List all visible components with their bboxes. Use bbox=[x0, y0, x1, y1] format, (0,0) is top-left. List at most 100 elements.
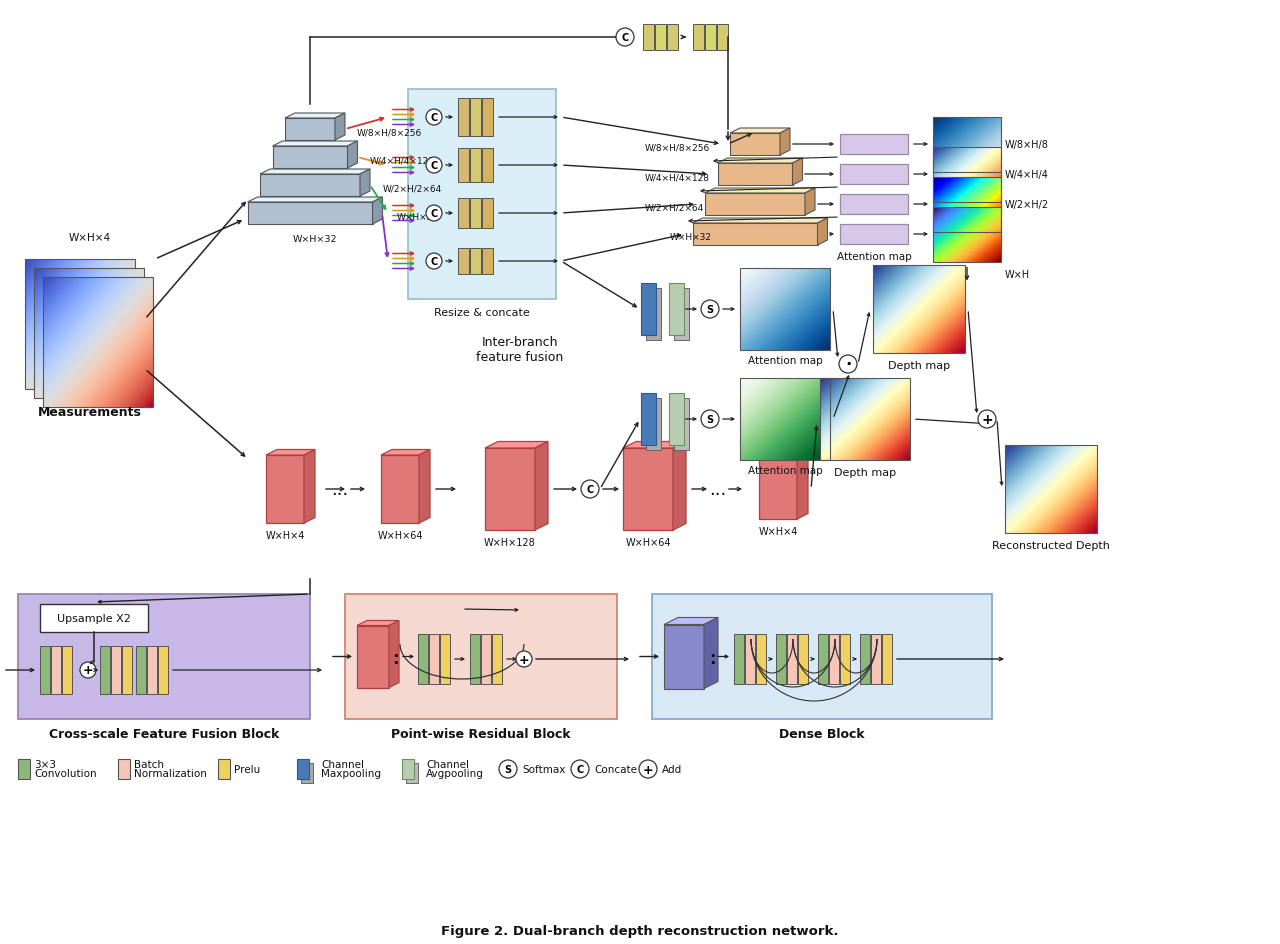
Text: W/8×H/8×256: W/8×H/8×256 bbox=[357, 128, 422, 138]
Text: Attention map: Attention map bbox=[837, 252, 911, 261]
FancyBboxPatch shape bbox=[756, 634, 765, 684]
Text: Add: Add bbox=[662, 765, 682, 774]
FancyBboxPatch shape bbox=[492, 634, 502, 684]
Polygon shape bbox=[623, 442, 686, 448]
FancyBboxPatch shape bbox=[458, 248, 468, 275]
Text: :: : bbox=[709, 649, 716, 667]
Text: W×H×32: W×H×32 bbox=[669, 233, 712, 243]
FancyBboxPatch shape bbox=[787, 634, 797, 684]
Circle shape bbox=[499, 760, 517, 778]
Circle shape bbox=[571, 760, 589, 778]
FancyBboxPatch shape bbox=[840, 194, 908, 215]
Circle shape bbox=[426, 254, 442, 270]
Polygon shape bbox=[305, 450, 315, 523]
FancyBboxPatch shape bbox=[483, 99, 493, 137]
Text: :: : bbox=[392, 649, 398, 667]
FancyBboxPatch shape bbox=[458, 199, 468, 228]
Polygon shape bbox=[285, 119, 335, 141]
Text: C: C bbox=[430, 209, 438, 219]
Text: Maxpooling: Maxpooling bbox=[321, 768, 381, 778]
Text: W×H×32: W×H×32 bbox=[397, 212, 439, 221]
FancyBboxPatch shape bbox=[470, 199, 481, 228]
FancyBboxPatch shape bbox=[776, 634, 786, 684]
Polygon shape bbox=[705, 189, 815, 194]
Polygon shape bbox=[419, 450, 430, 523]
Text: Measurements: Measurements bbox=[38, 405, 142, 418]
FancyBboxPatch shape bbox=[458, 99, 468, 137]
Polygon shape bbox=[705, 194, 805, 216]
Circle shape bbox=[701, 301, 719, 319]
Text: Attention map: Attention map bbox=[748, 356, 822, 365]
FancyBboxPatch shape bbox=[668, 394, 684, 446]
Polygon shape bbox=[260, 175, 360, 196]
FancyBboxPatch shape bbox=[745, 634, 755, 684]
Text: Resize & concate: Resize & concate bbox=[434, 308, 530, 318]
FancyBboxPatch shape bbox=[643, 25, 654, 51]
Polygon shape bbox=[704, 617, 718, 689]
Text: Depth map: Depth map bbox=[835, 467, 896, 478]
Polygon shape bbox=[692, 224, 818, 245]
FancyBboxPatch shape bbox=[470, 248, 481, 275]
Text: Reconstructed Depth: Reconstructed Depth bbox=[992, 540, 1110, 550]
Polygon shape bbox=[673, 442, 686, 531]
FancyBboxPatch shape bbox=[705, 25, 716, 51]
Text: W/2×H/2×64: W/2×H/2×64 bbox=[645, 203, 704, 212]
Polygon shape bbox=[360, 170, 370, 196]
Polygon shape bbox=[372, 198, 383, 225]
FancyBboxPatch shape bbox=[419, 634, 428, 684]
FancyBboxPatch shape bbox=[402, 759, 413, 779]
Text: Batch: Batch bbox=[134, 759, 164, 769]
FancyBboxPatch shape bbox=[406, 763, 419, 784]
Polygon shape bbox=[357, 626, 389, 688]
Text: C: C bbox=[621, 33, 628, 43]
FancyBboxPatch shape bbox=[840, 165, 908, 185]
FancyBboxPatch shape bbox=[100, 647, 110, 694]
Polygon shape bbox=[692, 219, 827, 224]
Text: W×H×4: W×H×4 bbox=[758, 527, 797, 536]
Circle shape bbox=[639, 760, 657, 778]
Text: Point-wise Residual Block: Point-wise Residual Block bbox=[392, 727, 571, 740]
Polygon shape bbox=[818, 219, 827, 245]
Text: C: C bbox=[576, 765, 584, 774]
FancyBboxPatch shape bbox=[301, 763, 314, 784]
Polygon shape bbox=[718, 159, 803, 164]
Circle shape bbox=[516, 651, 532, 667]
Polygon shape bbox=[805, 189, 815, 216]
Polygon shape bbox=[357, 621, 399, 626]
Text: W/4×H/4: W/4×H/4 bbox=[1005, 170, 1048, 179]
Polygon shape bbox=[664, 617, 718, 625]
Text: +: + bbox=[518, 653, 530, 666]
FancyBboxPatch shape bbox=[483, 248, 493, 275]
Text: C: C bbox=[586, 484, 594, 495]
FancyBboxPatch shape bbox=[655, 25, 666, 51]
FancyBboxPatch shape bbox=[640, 394, 655, 446]
Text: Cross-scale Feature Fusion Block: Cross-scale Feature Fusion Block bbox=[49, 727, 279, 740]
Polygon shape bbox=[335, 114, 346, 141]
Text: W×H×32: W×H×32 bbox=[293, 235, 337, 244]
FancyBboxPatch shape bbox=[118, 759, 131, 779]
Polygon shape bbox=[730, 134, 780, 156]
Text: C: C bbox=[430, 113, 438, 123]
Text: W×H×128: W×H×128 bbox=[484, 537, 536, 548]
Polygon shape bbox=[389, 621, 399, 688]
Text: S: S bbox=[504, 765, 512, 774]
Text: Depth map: Depth map bbox=[888, 361, 950, 371]
Text: Upsample X2: Upsample X2 bbox=[58, 614, 131, 623]
FancyBboxPatch shape bbox=[870, 634, 881, 684]
Circle shape bbox=[701, 411, 719, 429]
FancyBboxPatch shape bbox=[673, 398, 689, 450]
Polygon shape bbox=[347, 142, 357, 169]
Circle shape bbox=[426, 158, 442, 174]
Polygon shape bbox=[266, 450, 315, 456]
FancyBboxPatch shape bbox=[818, 634, 828, 684]
Polygon shape bbox=[485, 442, 548, 448]
Text: ...: ... bbox=[709, 480, 727, 498]
FancyBboxPatch shape bbox=[346, 595, 617, 719]
Polygon shape bbox=[664, 625, 704, 689]
Polygon shape bbox=[381, 456, 419, 523]
FancyBboxPatch shape bbox=[882, 634, 892, 684]
FancyBboxPatch shape bbox=[470, 149, 481, 183]
Polygon shape bbox=[797, 454, 808, 519]
FancyBboxPatch shape bbox=[481, 634, 492, 684]
FancyBboxPatch shape bbox=[645, 289, 660, 341]
